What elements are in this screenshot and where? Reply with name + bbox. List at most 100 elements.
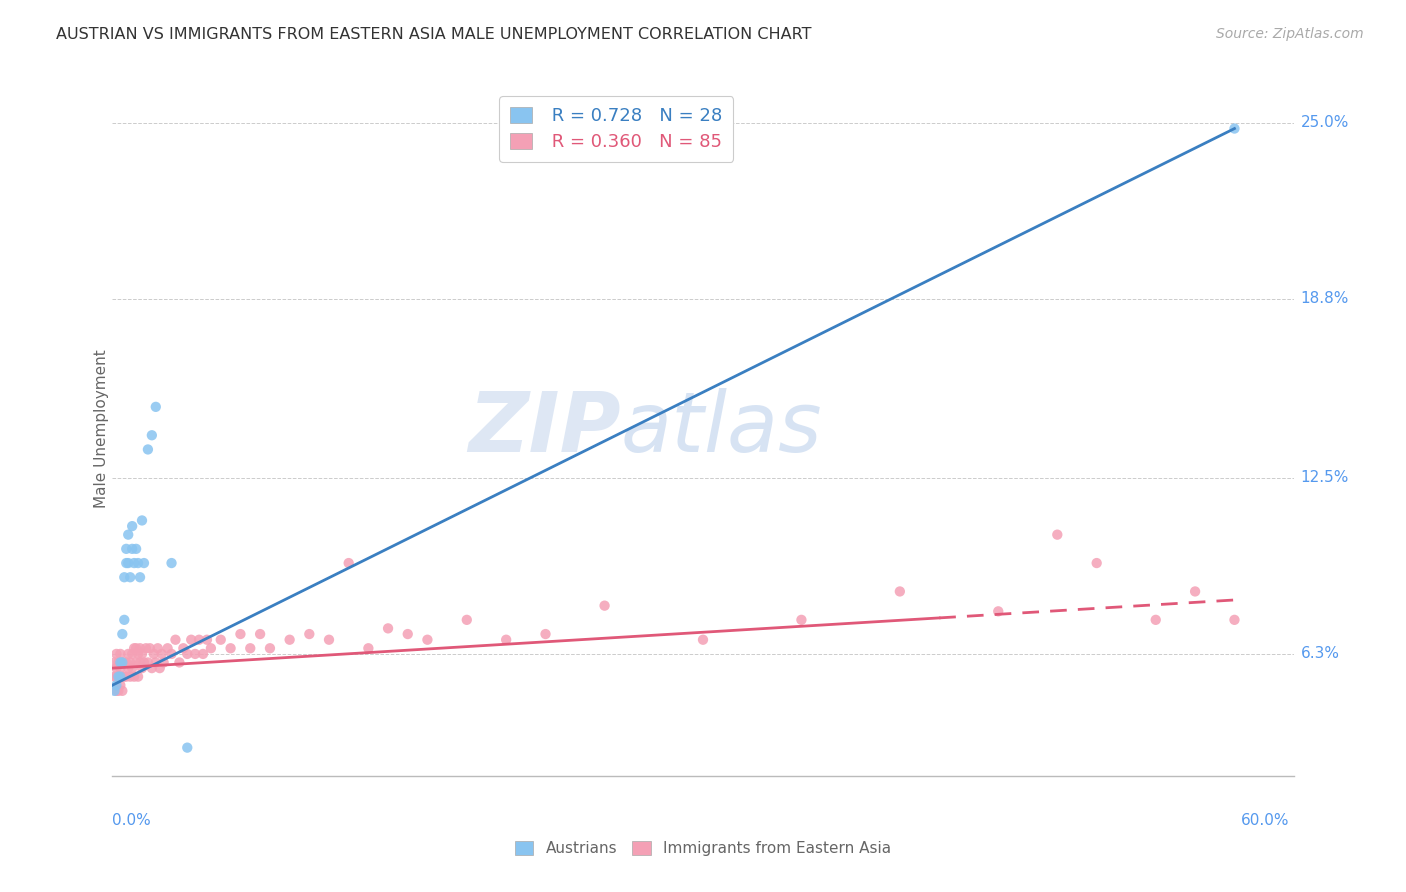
- Text: 0.0%: 0.0%: [112, 814, 152, 828]
- Point: [121, 661, 143, 675]
- Point: [122, 670, 145, 684]
- Point: [115, 656, 138, 670]
- Point: [129, 570, 152, 584]
- Point: [1223, 121, 1246, 136]
- Point: [107, 683, 129, 698]
- Point: [278, 632, 301, 647]
- Point: [377, 621, 399, 635]
- Point: [1144, 613, 1167, 627]
- Point: [112, 670, 135, 684]
- Point: [139, 641, 162, 656]
- Point: [105, 670, 128, 684]
- Point: [152, 656, 174, 670]
- Point: [107, 670, 129, 684]
- Point: [593, 599, 616, 613]
- Point: [136, 442, 159, 457]
- Point: [112, 613, 135, 627]
- Point: [122, 641, 145, 656]
- Point: [142, 647, 165, 661]
- Point: [131, 647, 153, 661]
- Point: [110, 670, 132, 684]
- Point: [121, 541, 143, 556]
- Point: [416, 632, 439, 647]
- Point: [136, 656, 159, 670]
- Point: [337, 556, 360, 570]
- Point: [889, 584, 911, 599]
- Text: 12.5%: 12.5%: [1301, 470, 1348, 485]
- Point: [249, 627, 271, 641]
- Point: [115, 670, 138, 684]
- Text: Source: ZipAtlas.com: Source: ZipAtlas.com: [1216, 27, 1364, 41]
- Point: [111, 656, 134, 670]
- Point: [150, 647, 173, 661]
- Point: [239, 641, 262, 656]
- Point: [111, 670, 134, 684]
- Point: [120, 670, 142, 684]
- Point: [456, 613, 478, 627]
- Point: [191, 647, 214, 661]
- Point: [127, 670, 149, 684]
- Point: [180, 632, 202, 647]
- Point: [396, 627, 419, 641]
- Point: [110, 678, 132, 692]
- Point: [132, 556, 155, 570]
- Point: [117, 556, 139, 570]
- Point: [111, 683, 134, 698]
- Point: [188, 632, 211, 647]
- Point: [117, 527, 139, 541]
- Point: [125, 541, 148, 556]
- Point: [298, 627, 321, 641]
- Point: [259, 641, 281, 656]
- Point: [141, 661, 163, 675]
- Point: [229, 627, 252, 641]
- Point: [103, 656, 125, 670]
- Point: [125, 641, 148, 656]
- Point: [692, 632, 714, 647]
- Point: [195, 632, 218, 647]
- Point: [146, 641, 169, 656]
- Point: [120, 656, 142, 670]
- Point: [145, 656, 167, 670]
- Point: [121, 647, 143, 661]
- Point: [107, 656, 129, 670]
- Point: [209, 632, 232, 647]
- Point: [131, 513, 153, 527]
- Point: [103, 670, 125, 684]
- Point: [1085, 556, 1108, 570]
- Legend:  R = 0.728   N = 28,  R = 0.360   N = 85: R = 0.728 N = 28, R = 0.360 N = 85: [499, 96, 734, 161]
- Point: [129, 641, 152, 656]
- Point: [115, 541, 138, 556]
- Point: [131, 661, 153, 675]
- Point: [110, 661, 132, 675]
- Text: AUSTRIAN VS IMMIGRANTS FROM EASTERN ASIA MALE UNEMPLOYMENT CORRELATION CHART: AUSTRIAN VS IMMIGRANTS FROM EASTERN ASIA…: [56, 27, 811, 42]
- Y-axis label: Male Unemployment: Male Unemployment: [94, 349, 108, 508]
- Point: [117, 661, 139, 675]
- Point: [121, 519, 143, 533]
- Text: 25.0%: 25.0%: [1301, 115, 1348, 130]
- Point: [1223, 613, 1246, 627]
- Point: [115, 556, 138, 570]
- Text: 18.8%: 18.8%: [1301, 292, 1348, 307]
- Point: [160, 647, 183, 661]
- Text: ZIP: ZIP: [468, 388, 620, 468]
- Point: [165, 632, 187, 647]
- Point: [987, 604, 1010, 618]
- Point: [111, 656, 134, 670]
- Point: [105, 678, 128, 692]
- Point: [156, 641, 179, 656]
- Point: [169, 656, 191, 670]
- Point: [1046, 527, 1069, 541]
- Point: [111, 627, 134, 641]
- Point: [790, 613, 813, 627]
- Point: [112, 570, 135, 584]
- Point: [200, 641, 222, 656]
- Point: [145, 400, 167, 414]
- Point: [318, 632, 340, 647]
- Point: [107, 670, 129, 684]
- Point: [105, 683, 128, 698]
- Point: [110, 647, 132, 661]
- Point: [112, 656, 135, 670]
- Point: [160, 556, 183, 570]
- Point: [176, 740, 198, 755]
- Point: [135, 641, 157, 656]
